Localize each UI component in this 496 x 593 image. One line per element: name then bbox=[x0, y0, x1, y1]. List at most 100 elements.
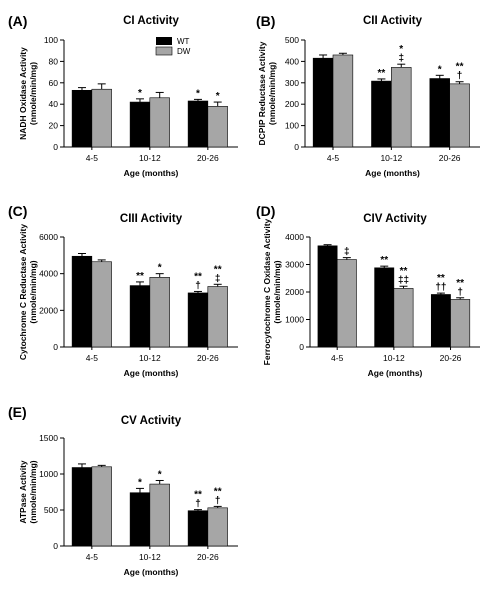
bar-wt bbox=[371, 80, 392, 148]
y-axis-label: DCPIP Reductase Activity bbox=[257, 41, 267, 145]
significance-label: ** bbox=[194, 271, 202, 282]
chart-title: CV Activity bbox=[121, 415, 182, 427]
x-tick-label: 10-12 bbox=[139, 552, 161, 562]
bar-dw bbox=[207, 507, 228, 547]
bar-dw bbox=[393, 288, 414, 348]
bar-wt bbox=[71, 255, 93, 348]
bar-wt bbox=[187, 100, 209, 148]
x-tick-label: 4-5 bbox=[86, 552, 99, 562]
y-axis-label: Cytochrome C Reductase Activity bbox=[18, 224, 28, 360]
y-tick-label: 3000 bbox=[285, 260, 304, 270]
significance-label: ‡ bbox=[398, 53, 404, 64]
significance-label: † bbox=[195, 499, 201, 510]
y-tick-label: 100 bbox=[285, 121, 299, 131]
y-tick-label: 500 bbox=[44, 505, 58, 515]
bar-wt bbox=[187, 292, 209, 348]
significance-label: ** bbox=[214, 264, 222, 275]
bar-dw bbox=[91, 88, 112, 148]
legend-swatch-wt bbox=[156, 37, 172, 45]
chart-title: CI Activity bbox=[123, 15, 179, 27]
bar-wt bbox=[374, 267, 395, 348]
y-tick-label: 4000 bbox=[39, 269, 58, 279]
x-tick-label: 20-26 bbox=[197, 353, 219, 363]
x-tick-label: 4-5 bbox=[86, 153, 99, 163]
y-tick-label: 0 bbox=[299, 342, 304, 352]
bar-dw bbox=[91, 261, 112, 348]
significance-label: ** bbox=[456, 278, 464, 289]
chart-panel-d: (D) CIV Activity 0 1000 2000 3000 4000 Ferrocyt… bbox=[256, 203, 480, 378]
bar-wt bbox=[317, 245, 338, 348]
x-tick-label: 20-26 bbox=[197, 552, 219, 562]
significance-label: ** bbox=[136, 271, 144, 282]
chart-panel-c: (C) CIII Activity 0 2000 4000 6000 Cytochrome … bbox=[8, 203, 238, 378]
y-tick-label: 0 bbox=[53, 142, 58, 152]
panel-letter: (D) bbox=[256, 203, 275, 219]
chart-panel-a: (A) CI Activity 0 20 40 60 80 100 NADH Oxidase A… bbox=[8, 13, 238, 178]
x-tick-label: 20-26 bbox=[439, 153, 461, 163]
bar-wt bbox=[129, 101, 151, 148]
x-axis-label: Age (months) bbox=[124, 567, 179, 577]
legend-label-dw: DW bbox=[177, 47, 191, 56]
legend-label-wt: WT bbox=[177, 37, 190, 46]
y-tick-label: 1000 bbox=[39, 469, 58, 479]
significance-label: ** bbox=[378, 68, 386, 79]
bar-dw bbox=[149, 277, 170, 348]
y-axis-label: (nmole/min/mg) bbox=[267, 62, 277, 125]
chart-title: CIII Activity bbox=[120, 213, 183, 225]
chart-title: CII Activity bbox=[363, 15, 423, 27]
y-tick-label: 1500 bbox=[39, 433, 58, 443]
y-tick-label: 20 bbox=[49, 121, 59, 131]
y-tick-label: 0 bbox=[294, 142, 299, 152]
y-tick-label: 200 bbox=[285, 99, 299, 109]
bar-wt bbox=[71, 89, 93, 148]
y-tick-label: 1000 bbox=[285, 315, 304, 325]
panel-letter: (A) bbox=[8, 13, 27, 29]
y-tick-label: 60 bbox=[49, 78, 59, 88]
significance-label: ‡ bbox=[215, 273, 221, 284]
significance-label: † bbox=[457, 287, 463, 298]
x-axis-label: Age (months) bbox=[124, 368, 179, 378]
significance-label: ** bbox=[380, 255, 388, 266]
significance-label: ** bbox=[456, 62, 464, 73]
x-axis-label: Age (months) bbox=[365, 168, 420, 178]
y-tick-label: 500 bbox=[285, 35, 299, 45]
y-axis-label: (nmole/min/mg) bbox=[28, 62, 38, 125]
significance-label: * bbox=[438, 64, 442, 75]
y-tick-label: 300 bbox=[285, 78, 299, 88]
y-axis-label: (nmole/min/mg) bbox=[28, 260, 38, 323]
significance-label: † bbox=[215, 495, 221, 506]
x-axis-label: Age (months) bbox=[368, 368, 423, 378]
y-axis-label: NADH Oxidase Activity bbox=[18, 47, 28, 140]
significance-label: * bbox=[158, 263, 162, 274]
significance-label: * bbox=[138, 477, 142, 488]
significance-label: * bbox=[158, 469, 162, 480]
legend-swatch-dw bbox=[155, 46, 173, 56]
bar-dw bbox=[149, 97, 170, 148]
significance-label: ** bbox=[194, 490, 202, 501]
bar-wt bbox=[429, 78, 450, 148]
bar-wt bbox=[129, 285, 151, 348]
x-tick-label: 4-5 bbox=[327, 153, 340, 163]
x-tick-label: 10-12 bbox=[383, 353, 405, 363]
y-axis-label: (nmole/min/mg) bbox=[28, 460, 38, 523]
y-tick-label: 100 bbox=[44, 35, 58, 45]
significance-label: ‡‡ bbox=[398, 275, 409, 286]
significance-label: †† bbox=[435, 282, 446, 293]
y-axis-label: (nmole/min/mg) bbox=[272, 260, 282, 323]
x-axis-label: Age (months) bbox=[124, 168, 179, 178]
bar-wt bbox=[430, 294, 451, 348]
bar-wt bbox=[129, 492, 151, 547]
y-tick-label: 2000 bbox=[285, 287, 304, 297]
significance-label: * bbox=[138, 88, 142, 99]
significance-label: * bbox=[196, 88, 200, 99]
bar-dw bbox=[91, 466, 112, 547]
chart-panel-b: (B) CII Activity 0 100 200 300 400 500 DCPIP Red… bbox=[256, 13, 480, 178]
y-axis-label: Ferrocytochrome C Oxidase Activity bbox=[262, 218, 272, 365]
x-tick-label: 4-5 bbox=[86, 353, 99, 363]
y-tick-label: 0 bbox=[53, 541, 58, 551]
y-tick-label: 400 bbox=[285, 56, 299, 66]
bar-dw bbox=[450, 299, 471, 348]
significance-label: ‡ bbox=[344, 247, 350, 258]
bar-wt bbox=[71, 467, 93, 547]
significance-label: ** bbox=[437, 273, 445, 284]
